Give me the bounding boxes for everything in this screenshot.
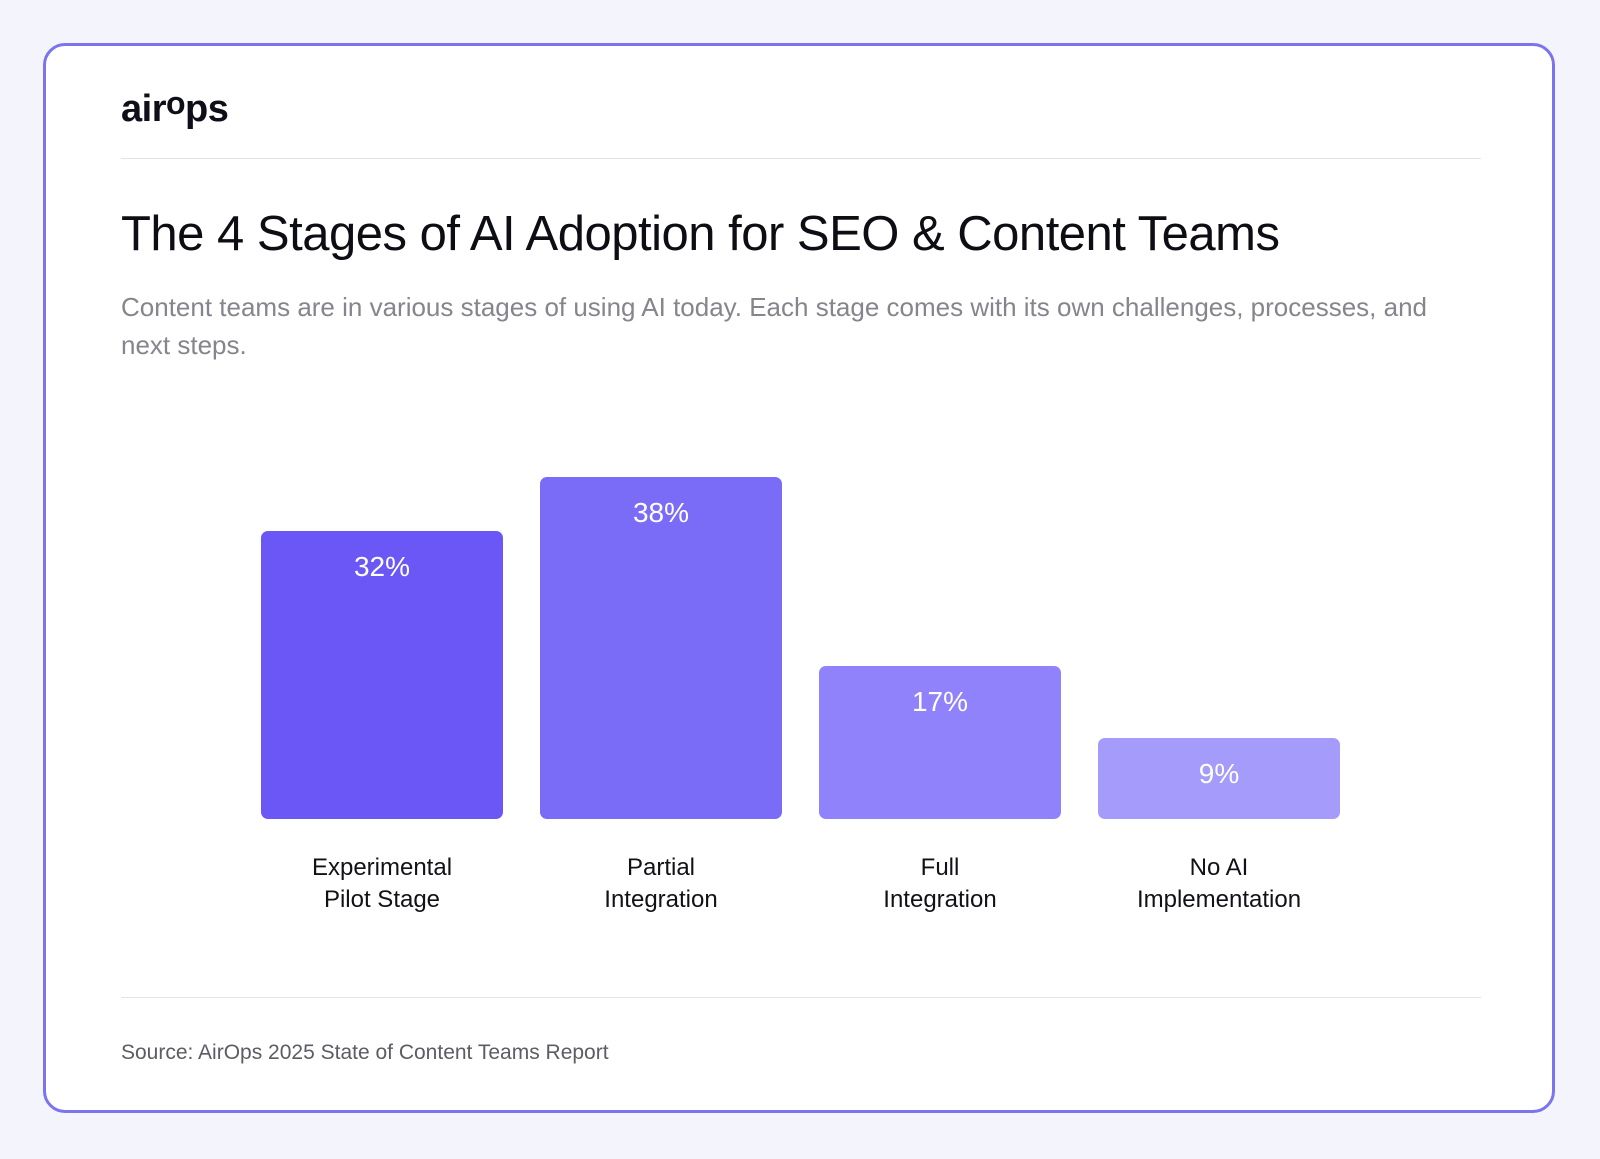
source-note: Source: AirOps 2025 State of Content Tea… bbox=[121, 1041, 609, 1064]
category-label-3-line-2: Integration bbox=[883, 886, 996, 913]
category-label-2-line-1: Partial bbox=[627, 854, 695, 881]
bar-value-label-4: 9% bbox=[1199, 758, 1239, 789]
airops-logo: airops bbox=[121, 85, 229, 130]
category-label-1-line-2: Pilot Stage bbox=[324, 886, 440, 913]
category-label-4-line-2: Implementation bbox=[1137, 886, 1301, 913]
category-label-2-line-2: Integration bbox=[604, 886, 717, 913]
bar-value-label-3: 17% bbox=[912, 686, 968, 717]
bar-3 bbox=[819, 666, 1061, 819]
category-label-1-line-1: Experimental bbox=[312, 854, 452, 881]
bar-value-label-1: 32% bbox=[354, 551, 410, 582]
footer-divider bbox=[121, 997, 1481, 998]
category-label-4-line-1: No AI bbox=[1190, 854, 1249, 881]
bar-value-label-2: 38% bbox=[633, 497, 689, 528]
bar-2 bbox=[540, 477, 782, 819]
bar-4 bbox=[1098, 738, 1340, 819]
chart-subtitle: Content teams are in various stages of u… bbox=[121, 292, 1428, 360]
chart-title: The 4 Stages of AI Adoption for SEO & Co… bbox=[121, 207, 1280, 261]
header-divider bbox=[121, 158, 1481, 159]
bar-1 bbox=[261, 531, 503, 819]
category-label-3-line-1: Full bbox=[921, 854, 960, 881]
